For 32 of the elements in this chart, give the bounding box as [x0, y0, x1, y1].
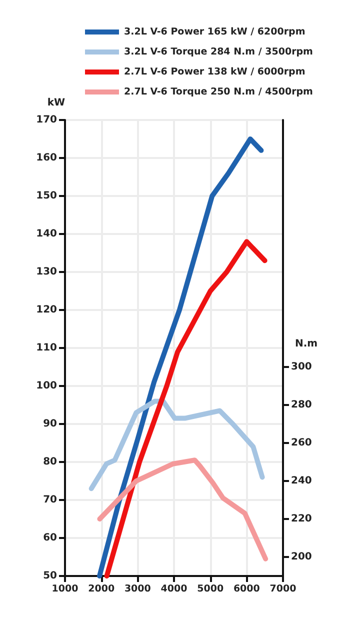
y-tick-label: 100	[36, 380, 58, 392]
y-tick-label: 160	[36, 152, 58, 164]
x-tick-label: 3000	[124, 584, 152, 594]
y-tick-label: 60	[43, 532, 58, 544]
y-axis-title: kW	[47, 98, 65, 108]
y-tick-label: 70	[43, 494, 58, 506]
y2-tick-label: 300	[291, 362, 312, 372]
y-tick-label: 110	[36, 342, 58, 354]
y-tick-label: 90	[43, 418, 58, 430]
y2-tick-label: 240	[291, 476, 312, 486]
legend-label: 2.7L V-6 Power 138 kW / 6000rpm	[124, 66, 306, 78]
y-tick-label: 130	[36, 266, 58, 278]
y-tick-label: 170	[36, 114, 58, 126]
x-tick-label: 7000	[270, 584, 297, 594]
legend-label: 3.2L V-6 Torque 284 N.m / 3500rpm	[124, 46, 314, 58]
y2-tick-label: 220	[291, 514, 312, 524]
y-tick-label: 150	[36, 190, 58, 202]
y2-tick-label: 280	[291, 400, 312, 410]
y2-tick-label: 200	[291, 552, 312, 562]
x-tick-label: 1000	[52, 584, 79, 594]
x-tick-label: 6000	[233, 584, 260, 594]
legend-label: 2.7L V-6 Torque 250 N.m / 4500rpm	[124, 86, 314, 98]
legend-label: 3.2L V-6 Power 165 kW / 6200rpm	[124, 26, 306, 38]
y2-axis-title: N.m	[295, 338, 318, 350]
y-tick-label: 140	[36, 228, 58, 240]
x-tick-label: 5000	[197, 584, 224, 594]
y-tick-label: 120	[36, 304, 58, 316]
y2-tick-label: 260	[291, 438, 312, 448]
x-tick-label: 4000	[160, 584, 188, 594]
x-tick-label: 2000	[88, 584, 115, 594]
y-tick-label: 50	[43, 570, 58, 582]
y-tick-label: 80	[43, 456, 58, 468]
